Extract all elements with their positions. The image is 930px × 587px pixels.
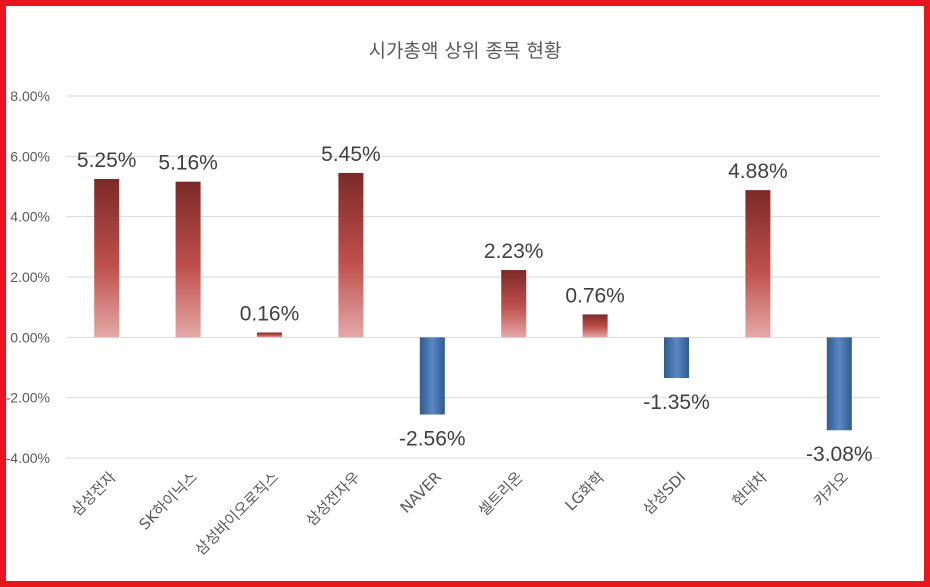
y-tick-label: 8.00% (10, 88, 50, 104)
bar (338, 172, 364, 338)
bar (826, 337, 852, 431)
chart-title: 시가총액 상위 종목 현황 (368, 40, 562, 62)
bar (501, 270, 527, 338)
data-label: -2.56% (399, 428, 466, 451)
data-label: -1.35% (643, 391, 710, 414)
bar (745, 190, 771, 338)
category-label: 삼성전자우 (302, 468, 364, 530)
y-tick-label: 0.00% (10, 329, 50, 345)
category-label: SK하이닉스 (135, 468, 201, 534)
bar (582, 314, 608, 338)
data-label: 2.23% (484, 240, 544, 263)
gridlines (66, 95, 880, 459)
data-label: 5.45% (321, 143, 381, 166)
bar (257, 332, 282, 338)
bar (175, 181, 201, 338)
category-label: NAVER (397, 468, 446, 517)
bar (664, 337, 689, 379)
y-tick-label: -2.00% (6, 390, 50, 406)
category-label: LG화학 (562, 468, 609, 515)
y-tick-label: 2.00% (10, 269, 50, 285)
category-label: 삼성SDI (639, 468, 689, 518)
y-tick-label: 4.00% (10, 209, 50, 225)
bars (94, 172, 852, 431)
category-label: 현대차 (729, 468, 771, 510)
y-tick-label: 6.00% (10, 148, 50, 164)
data-label: -3.08% (806, 443, 873, 466)
data-label: 0.76% (565, 284, 625, 307)
y-axis-ticks: 8.00% 6.00% 4.00% 2.00% 0.00% -2.00% -4.00% (6, 88, 50, 466)
data-label: 5.16% (158, 152, 218, 175)
category-label: 카카오 (810, 468, 852, 510)
data-label: 5.25% (77, 149, 137, 172)
category-label: 삼성전자 (68, 468, 120, 520)
data-labels: 5.25% 5.16% 0.16% 5.45% -2.56% 2.23% 0.76% -1.3… (77, 143, 873, 466)
bar (94, 178, 120, 338)
category-label: 삼성바이오로직스 (192, 468, 283, 559)
category-label: 셀트리온 (475, 468, 527, 520)
data-label: 0.16% (240, 303, 300, 326)
data-label: 4.88% (728, 160, 788, 183)
y-tick-label: -4.00% (6, 450, 50, 466)
bar (419, 337, 445, 415)
